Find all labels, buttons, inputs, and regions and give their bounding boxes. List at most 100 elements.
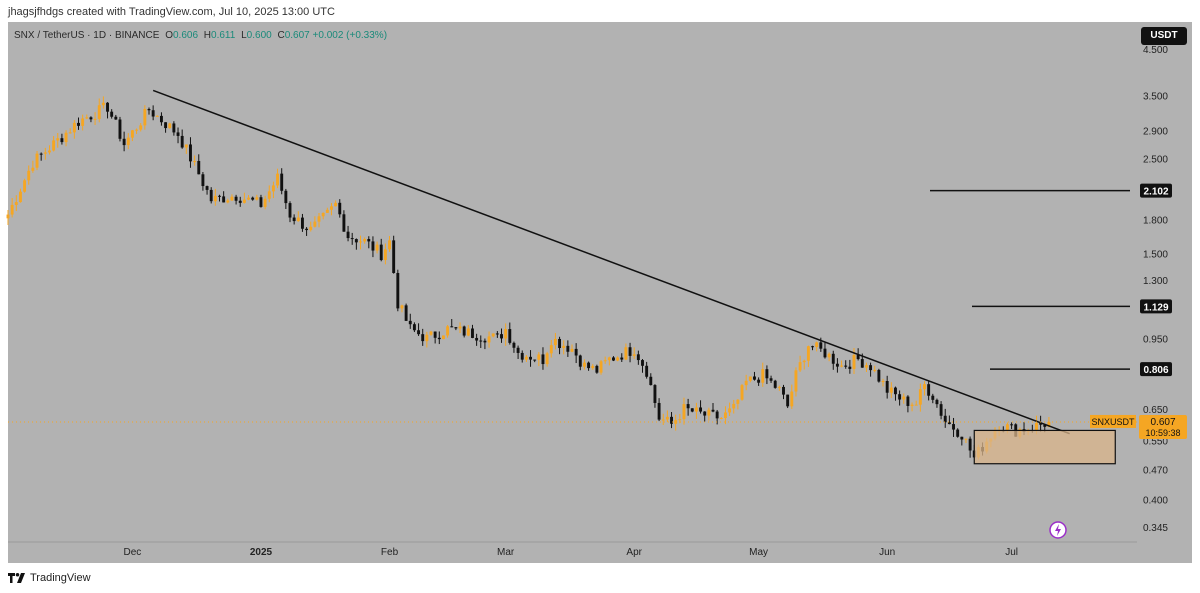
candle-body bbox=[218, 195, 221, 197]
candle-body bbox=[1005, 424, 1009, 431]
candle-body bbox=[524, 356, 528, 360]
candle-body bbox=[433, 331, 437, 338]
candle-body bbox=[52, 140, 56, 151]
ohlc-legend: SNX / TetherUS · 1D · BINANCE O0.606 H0.… bbox=[14, 30, 387, 41]
candle-body bbox=[350, 238, 354, 240]
candle-body bbox=[288, 203, 292, 218]
candle-body bbox=[910, 404, 914, 406]
support-zone-box[interactable] bbox=[973, 429, 1116, 465]
tradingview-logo-icon bbox=[8, 573, 25, 583]
candle-body bbox=[918, 389, 922, 405]
candle-body bbox=[715, 411, 719, 419]
candle-body bbox=[300, 217, 304, 229]
level-price-tag bbox=[1140, 299, 1172, 314]
x-tick-label: Dec bbox=[124, 547, 142, 558]
candle-body bbox=[383, 249, 387, 261]
level-price-label: 1.129 bbox=[1143, 302, 1168, 313]
candle-body bbox=[284, 190, 288, 204]
candle-body bbox=[408, 320, 412, 325]
candle-body bbox=[475, 337, 479, 341]
candle-body bbox=[143, 109, 147, 126]
candle-body bbox=[359, 241, 362, 243]
y-tick-label: 0.345 bbox=[1143, 523, 1168, 534]
candle-body bbox=[628, 347, 632, 356]
candle-body bbox=[848, 366, 852, 369]
candle-body bbox=[599, 361, 603, 373]
candle-body bbox=[296, 217, 300, 222]
y-tick-label: 2.500 bbox=[1143, 154, 1168, 165]
chart-pane[interactable] bbox=[8, 22, 1192, 563]
candle-body bbox=[835, 363, 839, 367]
candle-body bbox=[417, 330, 421, 335]
candle-body bbox=[77, 122, 80, 126]
candle-body bbox=[454, 327, 458, 329]
candle-body bbox=[902, 396, 906, 400]
candle-body bbox=[786, 394, 790, 407]
candle-body bbox=[587, 362, 591, 369]
candle-body bbox=[172, 123, 176, 133]
low-label: L bbox=[241, 30, 247, 41]
candle-body bbox=[330, 206, 333, 210]
candle-body bbox=[574, 348, 578, 356]
candle-body bbox=[860, 359, 864, 368]
last-price-tag bbox=[1139, 414, 1187, 439]
lightning-icon bbox=[1055, 524, 1061, 536]
candle-body bbox=[276, 173, 280, 186]
candle-body bbox=[765, 369, 769, 379]
x-tick-label: May bbox=[749, 547, 768, 558]
candle-body bbox=[844, 365, 848, 367]
y-tick-label: 3.500 bbox=[1143, 92, 1168, 103]
footer-brand: TradingView bbox=[30, 572, 91, 584]
candle-body bbox=[259, 197, 263, 207]
candle-body bbox=[23, 180, 27, 192]
candle-body bbox=[508, 329, 512, 343]
candle-body bbox=[68, 132, 72, 134]
candle-body bbox=[562, 345, 566, 349]
high-label: H bbox=[203, 30, 212, 41]
candle-body bbox=[553, 338, 557, 346]
candle-body bbox=[558, 338, 562, 349]
candle-body bbox=[603, 360, 607, 362]
candle-body bbox=[101, 102, 105, 106]
candle-body bbox=[321, 212, 325, 217]
candle-body bbox=[927, 384, 931, 396]
candle-body bbox=[545, 353, 549, 365]
candle-body bbox=[914, 404, 918, 406]
y-tick-label: 0.470 bbox=[1143, 466, 1168, 477]
level-price-label: 2.102 bbox=[1143, 187, 1168, 198]
candle-body bbox=[935, 399, 939, 405]
candle-body bbox=[595, 365, 599, 373]
candle-body bbox=[636, 354, 640, 361]
candle-body bbox=[10, 204, 14, 215]
symbol-tag-label: SNXUSDT bbox=[1091, 417, 1135, 427]
candle-body bbox=[856, 355, 860, 360]
candle-body bbox=[728, 408, 732, 413]
candle-body bbox=[151, 110, 155, 117]
candle-body bbox=[379, 244, 383, 261]
candle-body bbox=[309, 226, 313, 231]
candle-body bbox=[703, 411, 707, 416]
candle-body bbox=[670, 416, 673, 424]
candle-body bbox=[421, 334, 425, 342]
candle-body bbox=[607, 357, 611, 361]
candle-body bbox=[732, 403, 736, 409]
candle-body bbox=[247, 197, 250, 200]
symbol-label[interactable]: SNX / TetherUS · 1D · BINANCE bbox=[14, 30, 160, 41]
candle-body bbox=[81, 118, 85, 126]
level-price-label: 0.806 bbox=[1143, 365, 1168, 376]
descending-trendline[interactable] bbox=[152, 89, 1070, 435]
x-tick-label: Mar bbox=[497, 547, 515, 558]
candle-body bbox=[251, 197, 255, 200]
candle-body bbox=[616, 357, 620, 361]
candle-body bbox=[48, 150, 51, 153]
currency-selector[interactable]: USDT bbox=[1141, 27, 1187, 45]
candle-body bbox=[255, 197, 259, 200]
candle-body bbox=[6, 214, 10, 219]
candle-body bbox=[591, 365, 595, 369]
close-label: C bbox=[277, 30, 285, 41]
symbol-tag bbox=[1090, 414, 1136, 428]
candle-body bbox=[479, 340, 483, 342]
candle-body bbox=[661, 419, 665, 421]
candle-body bbox=[354, 239, 358, 243]
